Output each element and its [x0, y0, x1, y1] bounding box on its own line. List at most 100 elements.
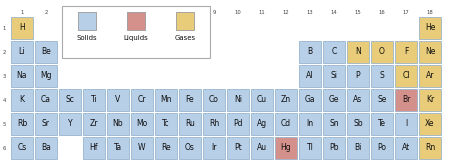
- Text: K: K: [19, 95, 25, 104]
- Bar: [131, 113, 153, 135]
- Bar: [35, 137, 57, 159]
- Text: Tc: Tc: [162, 120, 170, 129]
- Bar: [11, 89, 33, 111]
- Bar: [11, 137, 33, 159]
- Text: P: P: [356, 72, 360, 81]
- Bar: [155, 89, 177, 111]
- Text: Rh: Rh: [209, 120, 219, 129]
- Text: He: He: [425, 23, 435, 32]
- Bar: [155, 113, 177, 135]
- Bar: [419, 17, 441, 39]
- Text: Br: Br: [402, 95, 410, 104]
- Text: Zn: Zn: [281, 95, 291, 104]
- Bar: [251, 113, 273, 135]
- Bar: [419, 65, 441, 87]
- Text: B: B: [308, 48, 312, 57]
- Text: Mn: Mn: [160, 95, 172, 104]
- Bar: [275, 113, 297, 135]
- Text: 4: 4: [3, 98, 6, 102]
- Bar: [347, 65, 369, 87]
- Bar: [107, 113, 129, 135]
- Bar: [371, 137, 393, 159]
- Text: Sb: Sb: [353, 120, 363, 129]
- Text: S: S: [380, 72, 384, 81]
- Text: 1: 1: [20, 10, 24, 14]
- Bar: [11, 17, 33, 39]
- Text: Sr: Sr: [42, 120, 50, 129]
- Bar: [35, 65, 57, 87]
- Bar: [227, 89, 249, 111]
- Text: 6: 6: [3, 145, 6, 151]
- Bar: [227, 113, 249, 135]
- Bar: [179, 137, 201, 159]
- Text: Co: Co: [209, 95, 219, 104]
- Text: Ir: Ir: [211, 144, 217, 153]
- Bar: [176, 12, 194, 30]
- Bar: [323, 137, 345, 159]
- Bar: [131, 137, 153, 159]
- Text: 7: 7: [164, 10, 168, 14]
- Text: 9: 9: [212, 10, 216, 14]
- Text: Pb: Pb: [329, 144, 339, 153]
- Text: Tl: Tl: [307, 144, 313, 153]
- Bar: [11, 113, 33, 135]
- Text: Ru: Ru: [185, 120, 195, 129]
- Text: 10: 10: [235, 10, 241, 14]
- Bar: [395, 41, 417, 63]
- Text: Liquids: Liquids: [124, 35, 148, 41]
- Text: Si: Si: [330, 72, 337, 81]
- Text: Pt: Pt: [234, 144, 242, 153]
- Text: 15: 15: [355, 10, 361, 14]
- Bar: [419, 41, 441, 63]
- Text: At: At: [402, 144, 410, 153]
- Text: Os: Os: [185, 144, 195, 153]
- Text: 1: 1: [3, 25, 6, 31]
- Bar: [347, 41, 369, 63]
- Bar: [347, 89, 369, 111]
- Bar: [371, 65, 393, 87]
- Text: C: C: [331, 48, 337, 57]
- Bar: [275, 89, 297, 111]
- Text: Ga: Ga: [305, 95, 315, 104]
- Bar: [395, 89, 417, 111]
- Text: Sn: Sn: [329, 120, 339, 129]
- Text: 4: 4: [92, 10, 96, 14]
- Text: Al: Al: [306, 72, 314, 81]
- Text: As: As: [354, 95, 363, 104]
- Text: Xe: Xe: [425, 120, 435, 129]
- Text: 5: 5: [116, 10, 120, 14]
- Text: Solids: Solids: [76, 35, 97, 41]
- Bar: [299, 89, 321, 111]
- Bar: [419, 89, 441, 111]
- Text: H: H: [19, 23, 25, 32]
- Bar: [107, 89, 129, 111]
- Bar: [251, 137, 273, 159]
- Text: Cd: Cd: [281, 120, 291, 129]
- Text: W: W: [138, 144, 146, 153]
- Text: Mo: Mo: [137, 120, 147, 129]
- Text: Ti: Ti: [91, 95, 97, 104]
- Text: O: O: [379, 48, 385, 57]
- Bar: [323, 113, 345, 135]
- Text: 2: 2: [3, 50, 6, 54]
- Bar: [179, 89, 201, 111]
- Bar: [227, 137, 249, 159]
- Bar: [299, 137, 321, 159]
- Text: 8: 8: [188, 10, 191, 14]
- Text: Cr: Cr: [138, 95, 146, 104]
- Bar: [203, 137, 225, 159]
- Text: Ta: Ta: [114, 144, 122, 153]
- Bar: [59, 113, 81, 135]
- Text: Cu: Cu: [257, 95, 267, 104]
- Text: F: F: [404, 48, 408, 57]
- Text: N: N: [355, 48, 361, 57]
- Text: Fe: Fe: [186, 95, 194, 104]
- Bar: [35, 113, 57, 135]
- Text: 3: 3: [68, 10, 72, 14]
- Bar: [251, 89, 273, 111]
- Bar: [59, 89, 81, 111]
- Text: Ba: Ba: [41, 144, 51, 153]
- Text: 5: 5: [3, 122, 6, 126]
- Text: 12: 12: [283, 10, 289, 14]
- Text: Ge: Ge: [329, 95, 339, 104]
